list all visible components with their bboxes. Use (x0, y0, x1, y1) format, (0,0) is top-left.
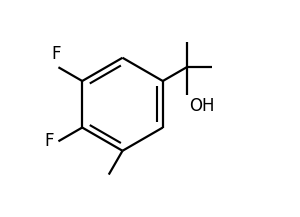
Text: F: F (45, 132, 54, 150)
Text: OH: OH (189, 97, 214, 115)
Text: F: F (52, 45, 61, 63)
